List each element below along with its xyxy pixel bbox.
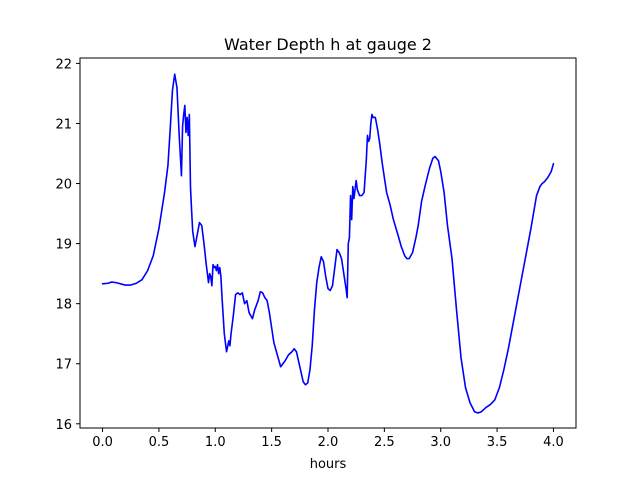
x-tick-label: 1.5 [261,435,282,450]
x-tick-label: 3.0 [430,435,451,450]
x-tick-label: 4.0 [543,435,564,450]
x-tick-label: 1.0 [205,435,226,450]
x-tick-label: 0.5 [149,435,170,450]
axes-frame [79,57,577,429]
plot-area [101,73,555,414]
x-tick-label: 2.5 [374,435,395,450]
x-tick-label: 3.5 [487,435,508,450]
x-tick-label: 0.0 [92,435,113,450]
y-tick-label: 22 [55,57,72,72]
axis-ticks: 0.0 0.5 1.0 1.5 2.0 2.5 3.0 3.5 4.0 16 17 18 19 20 21 2… [55,57,563,450]
y-tick-label: 17 [55,358,72,373]
y-tick-label: 16 [55,418,72,433]
y-tick-label: 20 [55,178,72,193]
chart-title: Water Depth h at gauge 2 [224,35,432,54]
y-tick-label: 21 [55,117,72,132]
y-tick-label: 18 [55,298,72,313]
x-axis-label: hours [310,457,347,472]
y-tick-label: 19 [55,238,72,253]
x-tick-label: 2.0 [318,435,339,450]
series-line-water-depth [101,73,555,414]
